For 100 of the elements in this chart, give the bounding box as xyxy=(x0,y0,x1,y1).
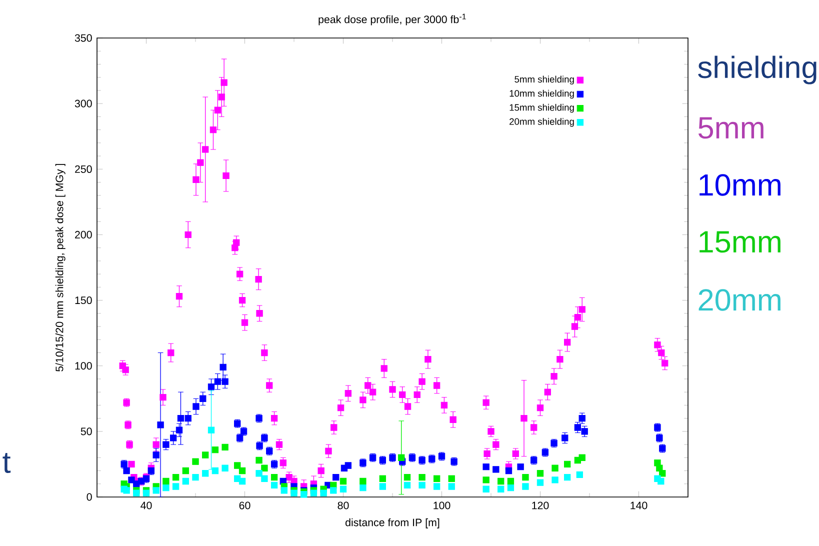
point xyxy=(148,467,155,474)
point xyxy=(448,475,455,482)
point xyxy=(536,470,544,477)
point xyxy=(170,434,177,442)
point xyxy=(505,467,512,474)
point xyxy=(222,464,228,472)
point xyxy=(208,426,215,434)
point xyxy=(177,414,184,422)
x-axis-title: distance from IP [m] xyxy=(346,518,440,528)
y-tick-label: 100 xyxy=(75,362,92,370)
point xyxy=(379,475,386,482)
point xyxy=(182,478,189,485)
point xyxy=(344,462,352,469)
point xyxy=(310,490,318,496)
point xyxy=(256,456,262,464)
point xyxy=(517,463,524,470)
point xyxy=(280,487,288,494)
point xyxy=(182,467,189,474)
point xyxy=(300,491,308,498)
legend-label: 10mm shielding xyxy=(510,90,574,99)
point xyxy=(200,395,206,402)
point xyxy=(552,464,558,472)
point xyxy=(433,483,440,490)
point xyxy=(332,474,340,481)
point xyxy=(208,383,215,390)
point xyxy=(482,486,490,492)
y-tick-label: 50 xyxy=(80,428,92,436)
point xyxy=(522,483,529,490)
point xyxy=(564,460,571,468)
point xyxy=(270,474,278,481)
text: shielding xyxy=(698,56,816,84)
point xyxy=(404,474,411,481)
point xyxy=(162,478,170,485)
y-tick-label: 0 xyxy=(86,493,92,501)
point xyxy=(562,434,568,442)
point xyxy=(192,403,200,410)
point xyxy=(123,487,130,494)
point xyxy=(507,478,514,485)
point xyxy=(142,490,150,496)
point xyxy=(270,482,278,489)
point xyxy=(261,464,268,472)
point xyxy=(404,482,411,489)
point xyxy=(261,475,268,482)
point xyxy=(162,484,170,492)
x-tick-label: 40 xyxy=(140,502,152,510)
x-tick-label: 100 xyxy=(434,502,450,510)
y-tick-label: 350 xyxy=(74,34,92,42)
point xyxy=(220,364,226,370)
legend-label: 5mm shielding xyxy=(514,76,574,84)
x-tick-label: 120 xyxy=(532,502,549,510)
x-tick-label: 140 xyxy=(630,502,648,510)
y-axis-title: 5/10/15/20 mm shielding, peak dose [ MGy ] xyxy=(55,164,66,372)
point xyxy=(172,483,180,490)
text: 15mm xyxy=(700,231,780,253)
point xyxy=(256,470,262,477)
text: 10mm xyxy=(700,174,780,196)
point xyxy=(157,422,164,428)
point xyxy=(133,490,140,496)
point xyxy=(418,474,426,481)
point xyxy=(498,486,504,492)
point xyxy=(552,476,558,484)
point xyxy=(212,467,219,474)
point xyxy=(290,490,298,496)
point xyxy=(360,484,366,492)
point xyxy=(234,462,241,469)
point xyxy=(176,426,183,434)
point xyxy=(192,458,199,465)
point xyxy=(659,470,666,477)
point xyxy=(578,454,586,461)
legend-label: 15mm shielding xyxy=(510,104,574,113)
point xyxy=(492,466,500,473)
point xyxy=(498,478,504,485)
chart-title: peak dose profile, per 3000 fb$^{-1}$ xyxy=(318,14,466,26)
point xyxy=(238,467,246,474)
point xyxy=(340,486,347,492)
point xyxy=(214,378,222,385)
point xyxy=(658,478,664,485)
point xyxy=(398,454,405,461)
point xyxy=(360,478,366,485)
point xyxy=(574,424,582,431)
point xyxy=(482,476,490,484)
text: t xyxy=(2,452,11,474)
point xyxy=(202,470,209,477)
point xyxy=(418,482,426,489)
point xyxy=(152,452,160,458)
point xyxy=(192,474,199,481)
point xyxy=(238,478,246,485)
point xyxy=(222,444,228,450)
x-tick-label: 80 xyxy=(338,502,349,510)
point xyxy=(507,484,514,492)
point xyxy=(184,414,192,422)
y-tick-label: 150 xyxy=(75,296,92,304)
point xyxy=(581,428,588,435)
point xyxy=(212,446,219,454)
point xyxy=(128,476,135,484)
point xyxy=(482,463,490,470)
point xyxy=(222,378,228,385)
point xyxy=(564,474,571,481)
text: 5mm xyxy=(698,117,764,139)
point xyxy=(123,467,130,474)
